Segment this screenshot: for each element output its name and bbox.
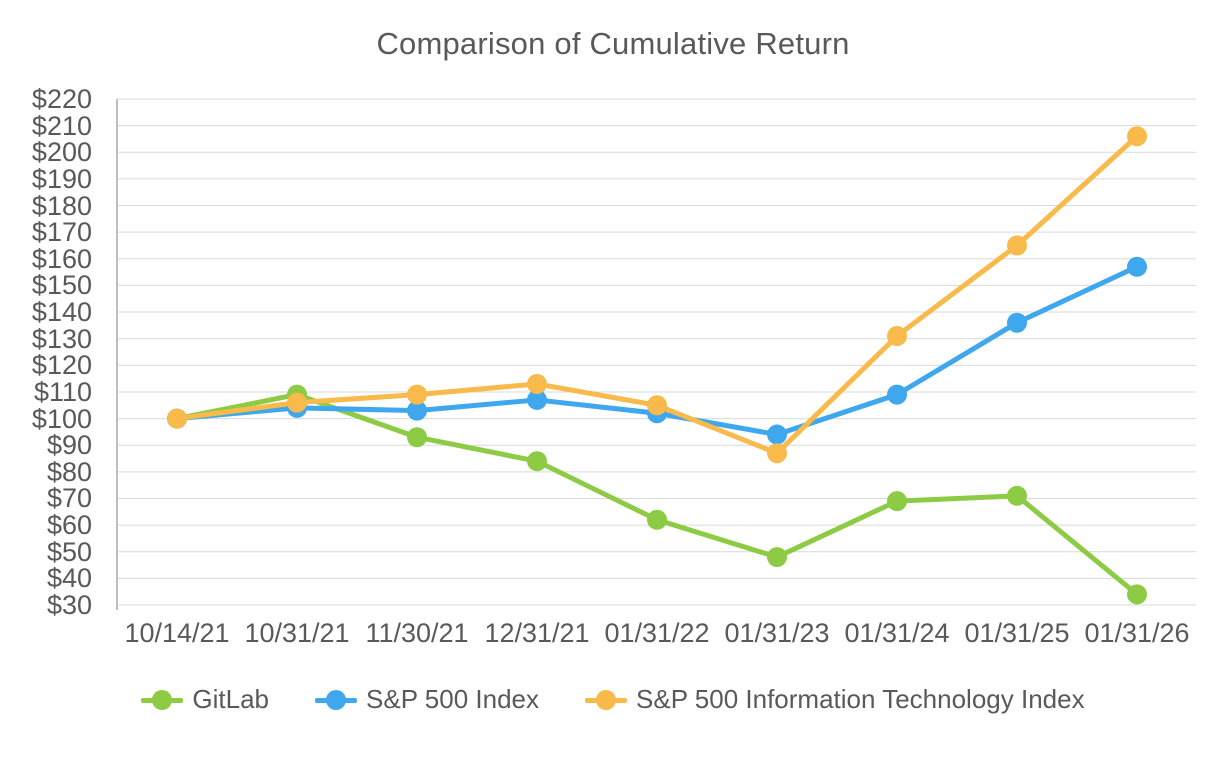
y-axis-tick-label: $110 xyxy=(33,376,92,407)
data-point xyxy=(887,491,907,512)
y-axis-tick-label: $70 xyxy=(46,483,92,514)
legend-label: S&P 500 Index xyxy=(366,684,540,714)
y-axis-tick-label: $130 xyxy=(31,323,92,354)
data-point xyxy=(1127,256,1147,277)
data-point xyxy=(767,424,787,445)
y-axis-tick-label: $60 xyxy=(46,510,92,541)
legend-marker-icon xyxy=(585,689,628,711)
legend-item-2: S&P 500 Index xyxy=(315,684,539,715)
data-point xyxy=(527,451,547,472)
data-point xyxy=(407,384,427,405)
chart-title: Comparison of Cumulative Return xyxy=(376,26,850,61)
y-axis-tick-label: $200 xyxy=(31,137,92,168)
legend-label: S&P 500 Information Technology Index xyxy=(636,684,1085,714)
x-axis-tick-label: 01/31/25 xyxy=(964,618,1070,648)
y-axis-tick-label: $80 xyxy=(46,456,92,487)
data-point xyxy=(647,509,667,530)
data-point xyxy=(1127,584,1147,605)
y-axis-tick-label: $150 xyxy=(31,270,92,301)
y-axis-tick-label: $30 xyxy=(46,590,92,620)
legend-dot xyxy=(596,689,617,710)
legend: GitLab S&P 500 Index S&P 500 Information T… xyxy=(0,684,1226,715)
y-axis-tick-label: $190 xyxy=(31,163,92,194)
x-axis-tick-label: 01/31/26 xyxy=(1084,618,1190,648)
y-axis-tick-label: $40 xyxy=(46,563,92,594)
y-axis-tick-label: $90 xyxy=(46,430,92,461)
data-point xyxy=(527,373,547,394)
x-axis-tick-label: 01/31/24 xyxy=(844,618,950,648)
x-axis-tick-label: 01/31/23 xyxy=(724,618,830,648)
y-axis-tick-label: $160 xyxy=(31,243,92,274)
x-axis-tick-label: 10/31/21 xyxy=(244,618,350,648)
x-axis-tick-label: 10/14/21 xyxy=(124,618,230,648)
y-axis-tick-label: $170 xyxy=(31,217,92,248)
data-point xyxy=(887,326,907,347)
x-axis-tick-label: 12/31/21 xyxy=(484,618,590,648)
x-axis-tick-label: 01/31/22 xyxy=(604,618,710,648)
data-point xyxy=(1007,312,1027,333)
data-point xyxy=(407,427,427,448)
y-axis-tick-label: $100 xyxy=(31,403,92,434)
data-point xyxy=(1127,126,1147,147)
series-line-1 xyxy=(174,392,1140,597)
legend-marker-icon xyxy=(315,689,358,711)
y-axis-tick-label: $50 xyxy=(46,536,92,567)
data-point xyxy=(767,443,787,464)
data-point xyxy=(527,389,547,410)
data-point xyxy=(647,395,667,416)
legend-dot xyxy=(152,689,173,710)
data-point xyxy=(1007,485,1027,506)
data-point xyxy=(167,408,187,429)
legend-item-1: GitLab xyxy=(141,684,269,715)
data-point xyxy=(1007,235,1027,256)
legend-dot xyxy=(326,689,347,710)
y-axis-tick-label: $120 xyxy=(31,350,92,381)
y-axis-tick-label: $220 xyxy=(31,84,92,114)
legend-item-3: S&P 500 Information Technology Index xyxy=(585,684,1085,715)
data-point xyxy=(887,384,907,405)
x-axis-tick-label: 11/30/21 xyxy=(365,618,469,648)
y-axis-tick-label: $140 xyxy=(31,297,92,328)
legend-marker-icon xyxy=(141,689,184,711)
data-point xyxy=(767,547,787,568)
y-axis-tick-label: $180 xyxy=(31,190,92,221)
legend-label: GitLab xyxy=(192,684,270,714)
y-axis-tick-label: $210 xyxy=(31,110,92,141)
data-point xyxy=(407,400,427,421)
data-point xyxy=(287,392,307,413)
